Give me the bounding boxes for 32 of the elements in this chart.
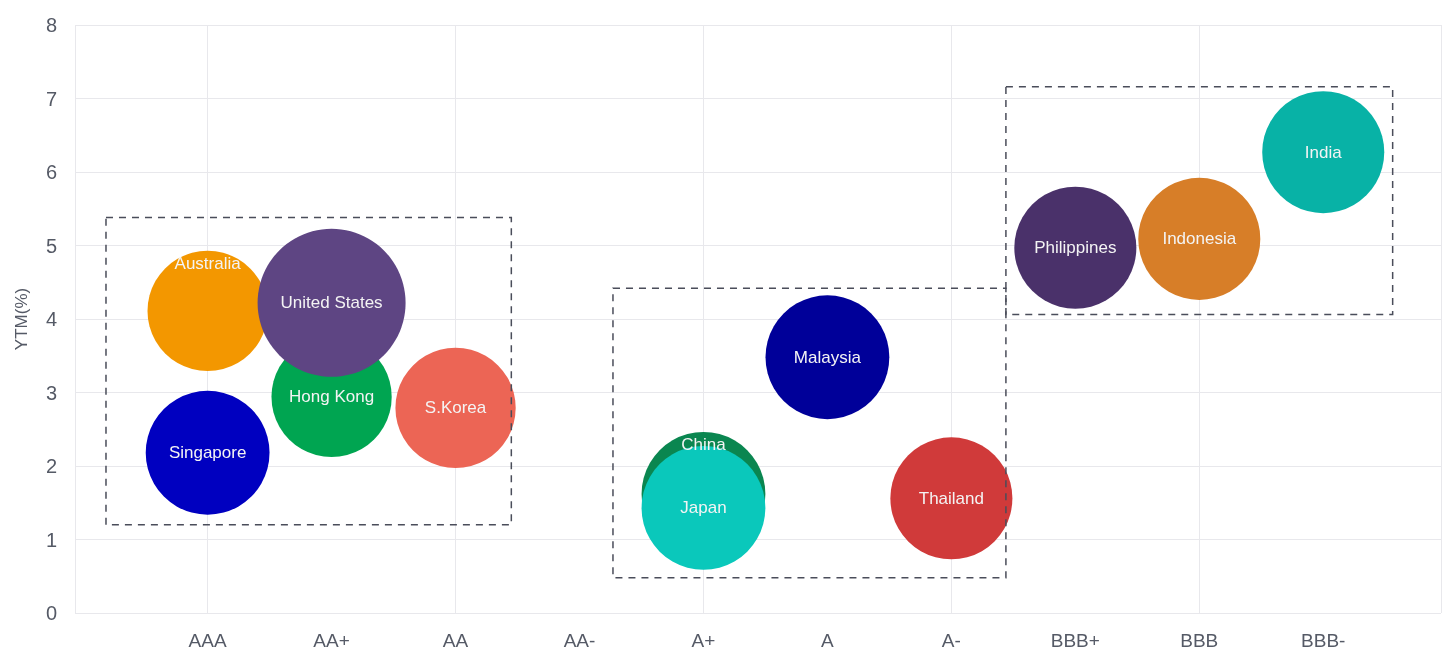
series-label: Thailand [918,488,984,508]
x-tick-label: AA- [563,630,596,650]
series-label: United States [280,293,383,313]
x-tick-label: A [821,630,835,650]
x-tick-label: A+ [691,630,716,650]
y-tick-label: 1 [45,528,57,551]
y-tick-label: 3 [45,381,57,404]
x-tick-label: A- [941,630,961,650]
series-label: S.Korea [424,398,487,418]
y-tick-label: 5 [45,234,57,257]
series-label: Hong Kong [289,387,375,407]
y-tick-label: 4 [45,308,57,330]
x-tick-label: AAA [188,630,227,650]
x-tick-label: BBB+ [1050,630,1100,650]
series-label: Indonesia [1162,229,1237,249]
x-tick-label: BBB [1180,630,1219,650]
series-label: China [681,435,727,455]
x-tick-label: AA+ [313,630,350,650]
y-axis-title: YTM(%) [12,287,31,351]
series-label: Singapore [168,443,247,463]
series-label: India [1304,142,1343,162]
series-label: Philippines [1034,238,1117,258]
x-tick-label: AA [442,630,469,650]
y-tick-label: 6 [45,161,57,183]
series-label: Australia [174,253,242,273]
y-tick-label: 8 [45,14,57,36]
y-tick-label: 0 [45,602,57,624]
series-label: Japan [680,498,727,518]
x-tick-label: BBB- [1301,630,1346,650]
y-tick-label: 2 [45,455,57,477]
series-label: Malaysia [793,347,862,367]
y-tick-label: 7 [45,87,57,110]
